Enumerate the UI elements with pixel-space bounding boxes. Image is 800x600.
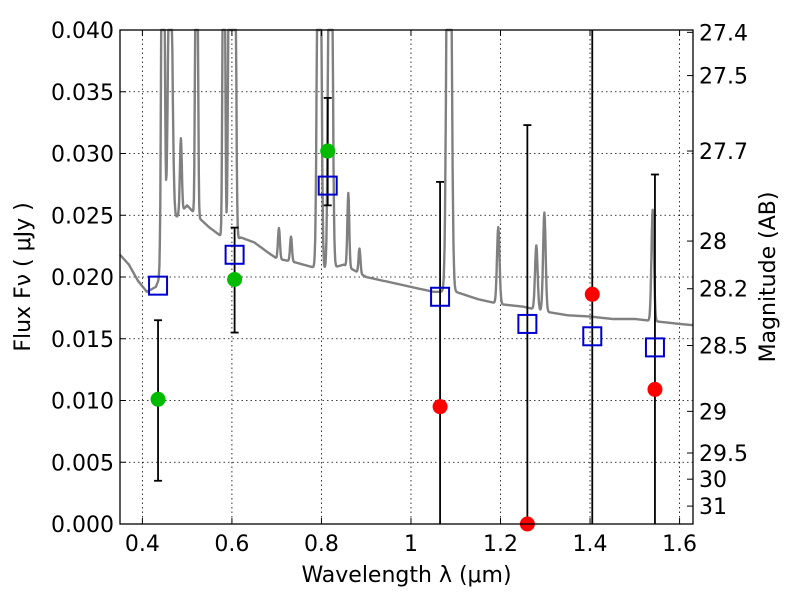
x-tick-label: 1 — [404, 532, 418, 557]
y-tick-label: 0.015 — [51, 328, 114, 353]
y-axis-label-left: Flux Fν ( μJy ) — [11, 202, 36, 351]
x-axis-label: Wavelength λ (μm) — [301, 563, 511, 588]
model-flux-marker — [582, 326, 603, 347]
model-flux-marker — [430, 286, 451, 307]
y-tick-label: 0.040 — [51, 19, 114, 44]
x-tick-label: 0.6 — [214, 532, 249, 557]
right-tick-label: 30 — [699, 468, 727, 493]
model-flux-marker — [644, 337, 665, 358]
right-tick-label: 28 — [699, 230, 727, 255]
upper-limit-marker — [584, 286, 600, 302]
right-tick-label: 27.5 — [699, 65, 748, 90]
y-tick-label: 0.005 — [51, 451, 114, 476]
y-tick-label: 0.020 — [51, 266, 114, 291]
model-flux-marker — [317, 175, 338, 196]
y-tick-label: 0.000 — [51, 513, 114, 538]
data-points — [148, 30, 665, 532]
detection-marker — [150, 391, 166, 407]
right-tick-label: 29.5 — [699, 442, 748, 467]
right-tick-label: 27.7 — [699, 140, 748, 165]
model-flux-marker — [224, 244, 245, 265]
right-tick-label: 28.2 — [699, 278, 748, 303]
detection-marker — [227, 271, 243, 287]
model-flux-marker — [517, 313, 538, 334]
x-tick-label: 1.2 — [483, 532, 518, 557]
y-axis-label-right: Magnitude (AB) — [756, 192, 781, 363]
model-spectrum — [119, 28, 694, 327]
x-tick-label: 1.4 — [573, 532, 608, 557]
y-tick-label: 0.025 — [51, 204, 114, 229]
right-tick-label: 29 — [699, 400, 727, 425]
y-tick-label: 0.030 — [51, 143, 114, 168]
right-tick-label: 31 — [699, 495, 727, 520]
y-tick-label: 0.010 — [51, 390, 114, 415]
axis-ticks: 0.4 0.6 0.8 1 1.2 1.4 1.6 0.000 0.005 0.010 0.015 0… — [51, 19, 748, 557]
y-tick-label: 0.035 — [51, 81, 114, 106]
x-tick-label: 0.4 — [125, 532, 160, 557]
detection-marker — [320, 143, 336, 159]
right-tick-label: 28.5 — [699, 335, 748, 360]
model-flux-marker — [148, 275, 169, 296]
upper-limit-marker — [432, 399, 448, 415]
x-tick-label: 0.8 — [304, 532, 339, 557]
spectrum-line — [119, 28, 694, 327]
right-tick-label: 27.4 — [699, 21, 748, 46]
upper-limit-marker — [647, 381, 663, 397]
x-tick-label: 1.6 — [662, 532, 697, 557]
